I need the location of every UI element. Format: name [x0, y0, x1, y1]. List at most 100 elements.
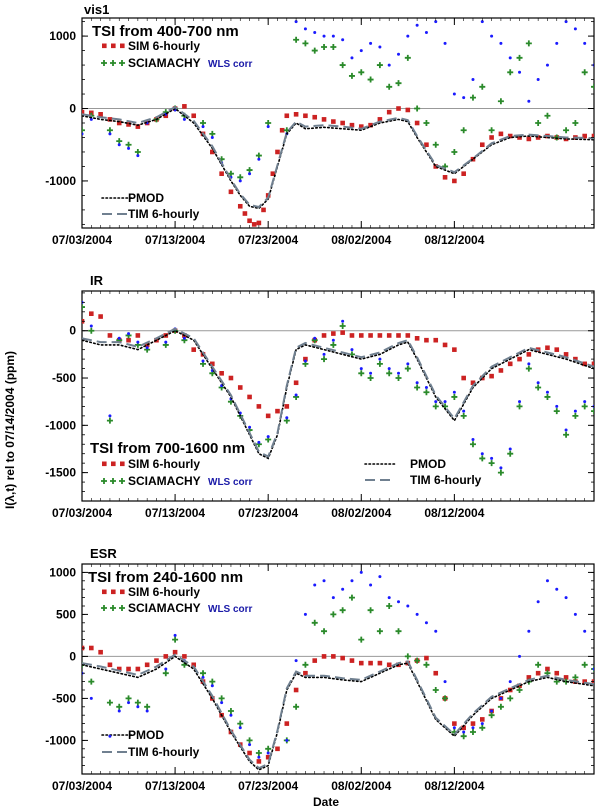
legend-swatch-sim	[120, 589, 125, 595]
sciamachy-point	[544, 393, 551, 400]
sciamachy-blue-point	[518, 70, 522, 74]
legend-label-wls-corr: WLS corr	[208, 59, 253, 70]
sciamachy-blue-point	[434, 629, 438, 633]
sciamachy-point	[293, 36, 300, 43]
sim-point	[312, 114, 318, 120]
legend-swatch-sciamachy	[119, 605, 125, 611]
sciamachy-blue-point	[508, 56, 512, 60]
sciamachy-point	[209, 678, 216, 685]
sim-point	[358, 660, 364, 666]
sciamachy-point	[479, 455, 486, 462]
sciamachy-blue-point	[369, 371, 373, 375]
sim-point	[126, 122, 131, 127]
sciamachy-blue-point	[350, 56, 354, 60]
x-axis-label: Date	[313, 795, 339, 809]
sciamachy-point	[507, 695, 514, 702]
sciamachy-point	[367, 607, 374, 614]
sciamachy-blue-point	[266, 751, 270, 755]
sciamachy-blue-point	[564, 596, 568, 600]
sciamachy-blue-point	[359, 570, 363, 574]
legend-swatch-sciamachy	[110, 478, 116, 484]
sim-point	[82, 109, 85, 115]
sim-point	[135, 124, 141, 129]
sim-point	[256, 759, 262, 764]
sciamachy-blue-point	[415, 612, 419, 616]
sciamachy-point	[479, 724, 486, 731]
sciamachy-blue-point	[257, 440, 261, 444]
sim-point	[219, 171, 224, 176]
sciamachy-blue-point	[257, 755, 261, 759]
sciamachy-point	[414, 384, 421, 391]
sciamachy-blue-point	[266, 435, 270, 439]
sim-point	[284, 721, 290, 726]
x-tick-label: 08/02/2004	[331, 233, 391, 247]
x-tick-label: 07/23/2004	[238, 779, 298, 793]
sciamachy-point	[162, 670, 169, 677]
sciamachy-point	[581, 69, 588, 76]
sciamachy-blue-point	[536, 600, 540, 604]
legend-bottom: PMOD TIM 6-hourly	[101, 728, 200, 759]
pmod-line	[82, 329, 594, 460]
sim-point	[545, 345, 550, 351]
sciamachy-point	[497, 98, 504, 105]
sciamachy-point	[414, 105, 421, 112]
sim-point	[89, 311, 94, 317]
plot-frame	[81, 290, 595, 502]
sciamachy-blue-point	[108, 414, 112, 418]
sim-point	[163, 654, 169, 659]
sciamachy-blue-point	[434, 400, 438, 404]
sciamachy-blue-point	[490, 709, 494, 713]
legend-label-wls-corr: WLS corr	[208, 604, 253, 615]
sciamachy-blue-point	[424, 30, 428, 34]
x-tick-label: 07/03/2004	[52, 506, 112, 520]
sciamachy-point	[348, 594, 355, 601]
sim-point	[479, 142, 485, 148]
sim-point	[210, 361, 215, 367]
sim-point	[489, 373, 494, 379]
sim-point	[461, 375, 466, 381]
sciamachy-blue-point	[564, 428, 568, 432]
panel-title-vis1: vis1	[84, 2, 109, 17]
sciamachy-blue-point	[322, 34, 326, 38]
tim-line	[82, 653, 594, 770]
sciamachy-blue-point	[108, 132, 112, 136]
sciamachy-blue-point	[294, 393, 298, 397]
sciamachy-point	[423, 661, 430, 668]
sciamachy-point	[376, 62, 383, 69]
sim-point	[135, 666, 141, 672]
sim-point	[582, 361, 587, 367]
x-tick-label: 07/13/2004	[145, 779, 205, 793]
sim-point	[386, 333, 392, 338]
legend-swatch-sim	[102, 589, 107, 595]
sciamachy-blue-point	[508, 680, 512, 684]
sciamachy-blue-point	[527, 629, 531, 633]
sciamachy-blue-point	[285, 416, 289, 420]
sciamachy-blue-point	[462, 409, 466, 413]
sim-point	[545, 666, 550, 672]
sciamachy-blue-point	[424, 385, 428, 389]
sciamachy-blue-point	[369, 41, 373, 45]
y-tick-label: -1000	[45, 418, 76, 432]
sciamachy-blue-point	[452, 92, 456, 96]
sim-point	[284, 113, 290, 119]
legend-swatch-sim	[120, 43, 125, 49]
legend-swatch-sciamachy	[119, 478, 125, 484]
y-tick-label: -500	[52, 691, 76, 705]
sciamachy-blue-point	[257, 157, 261, 161]
sciamachy-blue-point	[173, 633, 177, 637]
sciamachy-point	[330, 611, 337, 618]
sciamachy-blue-point	[545, 390, 549, 394]
sim-point	[275, 408, 280, 414]
sciamachy-point	[246, 167, 253, 174]
sciamachy-point	[106, 127, 113, 134]
sciamachy-blue-point	[350, 579, 354, 583]
sim-point	[135, 333, 141, 338]
sim-point	[414, 120, 420, 126]
sim-point	[554, 670, 560, 676]
sim-point	[284, 404, 290, 409]
sim-point	[517, 135, 522, 140]
legend-label-sciamachy: SCIAMACHY	[128, 474, 201, 488]
x-tick-label: 07/13/2004	[145, 506, 205, 520]
sciamachy-point	[525, 40, 532, 47]
sciamachy-blue-point	[508, 447, 512, 451]
